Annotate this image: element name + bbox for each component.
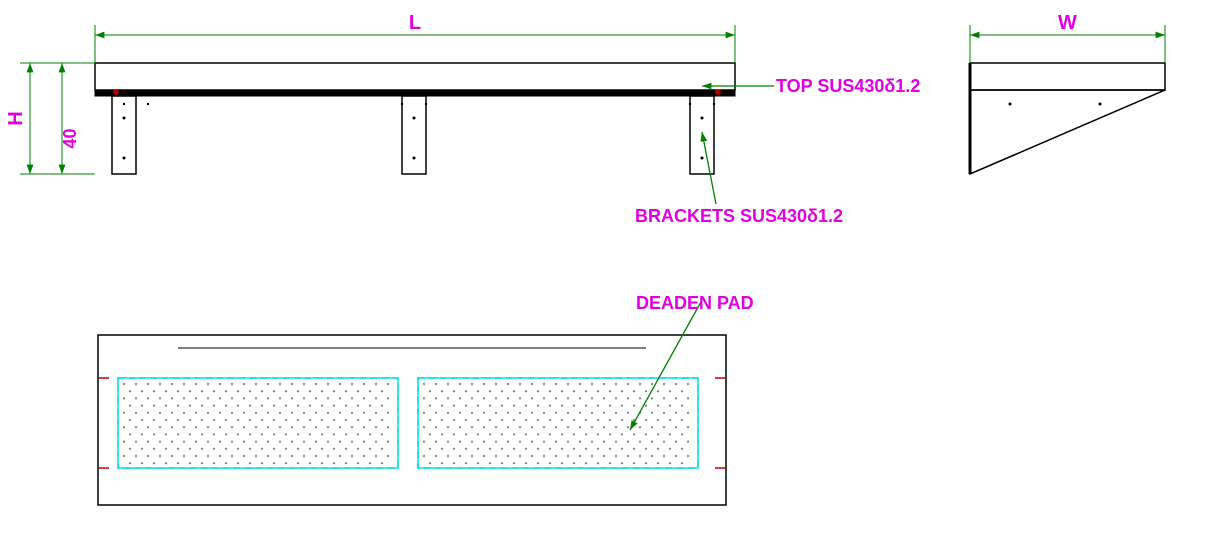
callout-brackets: BRACKETS SUS430δ1.2 (635, 206, 843, 226)
bracket-0 (112, 96, 136, 174)
underside-panel (98, 335, 726, 505)
dim-label-40: 40 (60, 128, 80, 148)
dim-label-L: L (409, 12, 421, 34)
bracket-1 (402, 96, 426, 174)
shelf-top-side (970, 63, 1165, 90)
callout-top: TOP SUS430δ1.2 (776, 76, 920, 96)
bracket-side (970, 90, 1165, 174)
technical-drawing: L W H 40 TOP SUS430δ1.2 BRACKETS SUS430δ1.2 DE… (0, 0, 1214, 543)
dim-label-H: H (5, 111, 27, 125)
dim-label-W: W (1058, 12, 1077, 34)
bottom-view (98, 335, 726, 505)
shelf-top-front (95, 63, 735, 90)
side-view (970, 63, 1165, 174)
callout-pad: DEADEN PAD (636, 293, 754, 313)
shelf-edge (95, 90, 735, 96)
front-view (95, 63, 735, 174)
